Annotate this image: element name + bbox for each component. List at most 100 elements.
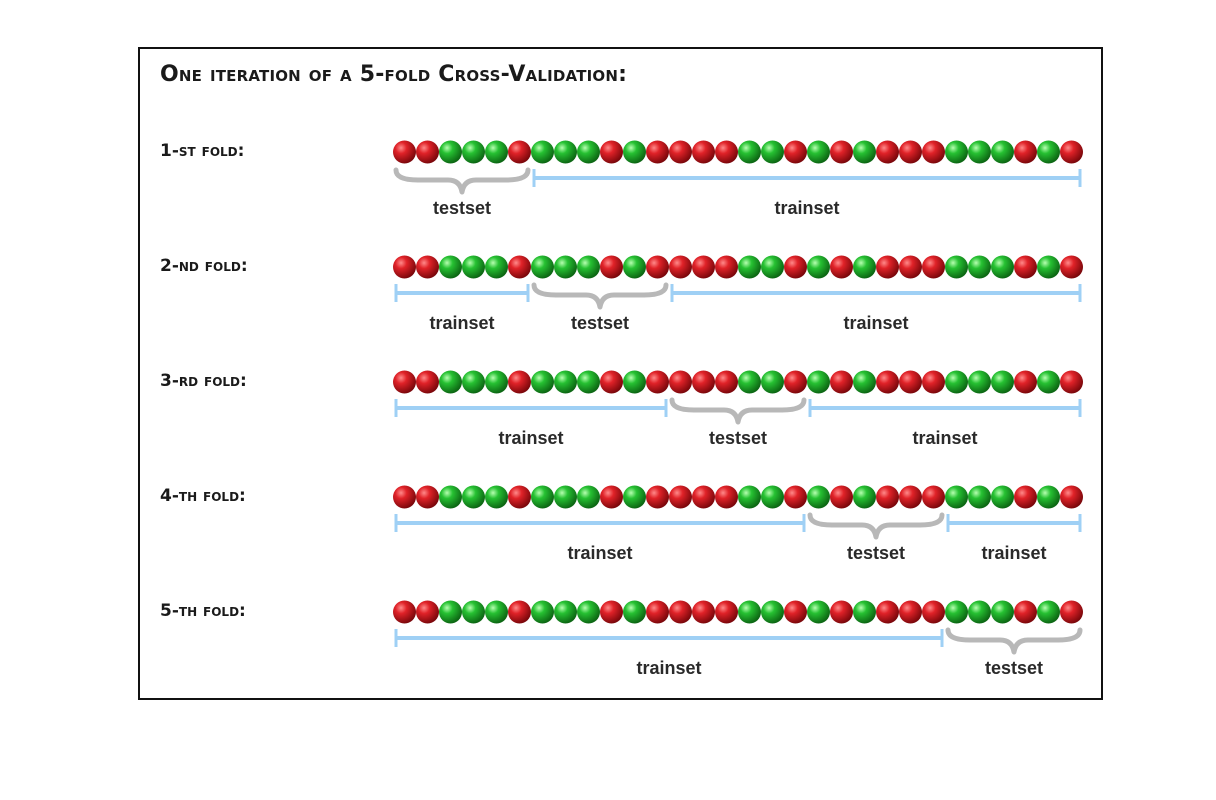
sample-ball-red (1014, 600, 1037, 624)
fold-label-3: 3-rd fold: (160, 371, 247, 391)
sample-ball-red (1014, 370, 1037, 394)
sample-ball-red (692, 255, 715, 279)
sample-ball-green (761, 600, 784, 624)
sample-ball-red (393, 140, 416, 164)
sample-ball-green (577, 140, 600, 164)
sample-ball-green (991, 140, 1014, 164)
fold-2-samples (393, 255, 1083, 279)
sample-ball-green (945, 370, 968, 394)
test-brace (945, 627, 1083, 655)
sample-ball-red (692, 370, 715, 394)
fold-1-samples (393, 140, 1083, 164)
sample-ball-green (1037, 370, 1060, 394)
sample-ball-green (462, 600, 485, 624)
train-bracket (808, 399, 1082, 417)
sample-ball-red (692, 485, 715, 509)
sample-ball-red (922, 255, 945, 279)
sample-ball-red (830, 370, 853, 394)
sample-ball-green (853, 370, 876, 394)
sample-ball-red (600, 370, 623, 394)
sample-ball-red (899, 600, 922, 624)
test-brace (807, 512, 945, 540)
sample-ball-green (738, 255, 761, 279)
sample-ball-green (738, 600, 761, 624)
sample-ball-green (968, 255, 991, 279)
sample-ball-red (393, 370, 416, 394)
fold-5-samples (393, 600, 1083, 624)
sample-ball-red (784, 370, 807, 394)
sample-ball-green (485, 140, 508, 164)
train-bracket (532, 169, 1082, 187)
fold-label-5: 5-th fold: (160, 601, 246, 621)
sample-ball-red (830, 485, 853, 509)
train-bracket (946, 514, 1082, 532)
sample-ball-green (853, 255, 876, 279)
sample-ball-green (761, 485, 784, 509)
sample-ball-red (508, 370, 531, 394)
sample-ball-red (393, 600, 416, 624)
sample-ball-green (853, 140, 876, 164)
sample-ball-green (531, 485, 554, 509)
sample-ball-red (876, 600, 899, 624)
testset-label: testset (708, 428, 768, 448)
sample-ball-red (669, 485, 692, 509)
sample-ball-green (439, 140, 462, 164)
sample-ball-green (623, 370, 646, 394)
sample-ball-red (1060, 485, 1083, 509)
trainset-label: trainset (843, 313, 909, 333)
sample-ball-green (807, 485, 830, 509)
diagram-title: One iteration of a 5-fold Cross-Validati… (160, 62, 628, 87)
sample-ball-green (462, 370, 485, 394)
sample-ball-green (991, 370, 1014, 394)
sample-ball-green (968, 485, 991, 509)
sample-ball-red (830, 255, 853, 279)
sample-ball-green (945, 600, 968, 624)
trainset-label: trainset (981, 543, 1047, 563)
train-bracket (394, 284, 530, 302)
sample-ball-red (600, 140, 623, 164)
sample-ball-green (439, 600, 462, 624)
sample-ball-green (807, 370, 830, 394)
sample-ball-green (991, 600, 1014, 624)
sample-ball-green (554, 255, 577, 279)
sample-ball-green (738, 485, 761, 509)
sample-ball-green (531, 370, 554, 394)
sample-ball-red (600, 485, 623, 509)
trainset-label: trainset (774, 198, 840, 218)
sample-ball-red (669, 255, 692, 279)
sample-ball-red (692, 600, 715, 624)
sample-ball-red (600, 600, 623, 624)
trainset-label: trainset (498, 428, 564, 448)
trainset-label: trainset (912, 428, 978, 448)
sample-ball-red (416, 255, 439, 279)
fold-label-4: 4-th fold: (160, 486, 246, 506)
sample-ball-green (485, 485, 508, 509)
sample-ball-green (1037, 600, 1060, 624)
sample-ball-red (784, 140, 807, 164)
sample-ball-red (876, 140, 899, 164)
sample-ball-red (899, 140, 922, 164)
sample-ball-green (968, 600, 991, 624)
sample-ball-green (945, 485, 968, 509)
sample-ball-red (416, 370, 439, 394)
sample-ball-green (554, 140, 577, 164)
sample-ball-red (715, 370, 738, 394)
sample-ball-green (462, 255, 485, 279)
train-bracket (394, 629, 944, 647)
sample-ball-green (554, 370, 577, 394)
sample-ball-green (439, 370, 462, 394)
sample-ball-red (922, 600, 945, 624)
fold-4-samples (393, 485, 1083, 509)
sample-ball-green (623, 255, 646, 279)
sample-ball-red (922, 370, 945, 394)
sample-ball-red (1014, 255, 1037, 279)
sample-ball-green (968, 140, 991, 164)
sample-ball-red (784, 600, 807, 624)
sample-ball-green (577, 485, 600, 509)
sample-ball-red (669, 600, 692, 624)
sample-ball-red (876, 255, 899, 279)
sample-ball-green (761, 255, 784, 279)
sample-ball-red (669, 370, 692, 394)
sample-ball-red (646, 600, 669, 624)
sample-ball-red (646, 140, 669, 164)
